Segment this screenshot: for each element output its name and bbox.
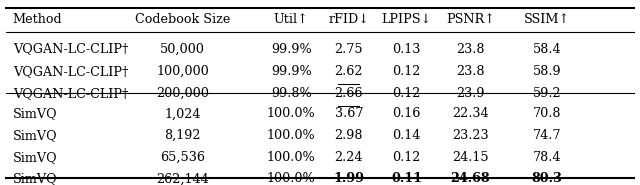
Text: 0.13: 0.13 [392,43,420,56]
Text: 58.9: 58.9 [533,65,561,78]
Text: 2.66: 2.66 [335,87,363,100]
Text: LPIPS↓: LPIPS↓ [381,13,431,26]
Text: 2.24: 2.24 [335,151,363,164]
Text: 0.14: 0.14 [392,129,420,142]
Text: 0.12: 0.12 [392,65,420,78]
Text: 0.12: 0.12 [392,87,420,100]
Text: 200,000: 200,000 [156,87,209,100]
Text: 65,536: 65,536 [160,151,205,164]
Text: 100.0%: 100.0% [267,172,316,185]
Text: 2.62: 2.62 [335,65,363,78]
Text: 59.2: 59.2 [533,87,561,100]
Text: Method: Method [13,13,63,26]
Text: 70.8: 70.8 [533,107,561,120]
Text: 262,144: 262,144 [156,172,209,185]
Text: 78.4: 78.4 [533,151,561,164]
Text: 23.23: 23.23 [452,129,489,142]
Text: 3.67: 3.67 [335,107,363,120]
Text: 58.4: 58.4 [533,43,561,56]
Text: 99.8%: 99.8% [271,87,312,100]
Text: VQGAN-LC-CLIP†: VQGAN-LC-CLIP† [13,87,128,100]
Text: 22.34: 22.34 [452,107,489,120]
Text: 50,000: 50,000 [160,43,205,56]
Text: 100.0%: 100.0% [267,129,316,142]
Text: Codebook Size: Codebook Size [134,13,230,26]
Text: 1.99: 1.99 [333,172,364,185]
Text: VQGAN-LC-CLIP†: VQGAN-LC-CLIP† [13,65,128,78]
Text: 0.12: 0.12 [392,151,420,164]
Text: 23.9: 23.9 [456,87,484,100]
Text: SimVQ: SimVQ [13,107,58,120]
Text: 0.11: 0.11 [391,172,422,185]
Text: 100.0%: 100.0% [267,151,316,164]
Text: 2.75: 2.75 [335,43,363,56]
Text: 99.9%: 99.9% [271,65,312,78]
Text: VQGAN-LC-CLIP†: VQGAN-LC-CLIP† [13,43,128,56]
Text: PSNR↑: PSNR↑ [446,13,495,26]
Text: 100,000: 100,000 [156,65,209,78]
Text: 24.68: 24.68 [451,172,490,185]
Text: 23.8: 23.8 [456,43,484,56]
Text: 23.8: 23.8 [456,65,484,78]
Text: SimVQ: SimVQ [13,129,58,142]
Text: 74.7: 74.7 [533,129,561,142]
Text: 80.3: 80.3 [532,172,563,185]
Text: 1,024: 1,024 [164,107,201,120]
Text: SimVQ: SimVQ [13,172,58,185]
Text: rFID↓: rFID↓ [328,13,369,26]
Text: 2.98: 2.98 [335,129,363,142]
Text: SimVQ: SimVQ [13,151,58,164]
Text: 8,192: 8,192 [164,129,201,142]
Text: 100.0%: 100.0% [267,107,316,120]
Text: 24.15: 24.15 [452,151,489,164]
Text: SSIM↑: SSIM↑ [524,13,570,26]
Text: Util↑: Util↑ [274,13,308,26]
Text: 99.9%: 99.9% [271,43,312,56]
Text: 0.16: 0.16 [392,107,420,120]
